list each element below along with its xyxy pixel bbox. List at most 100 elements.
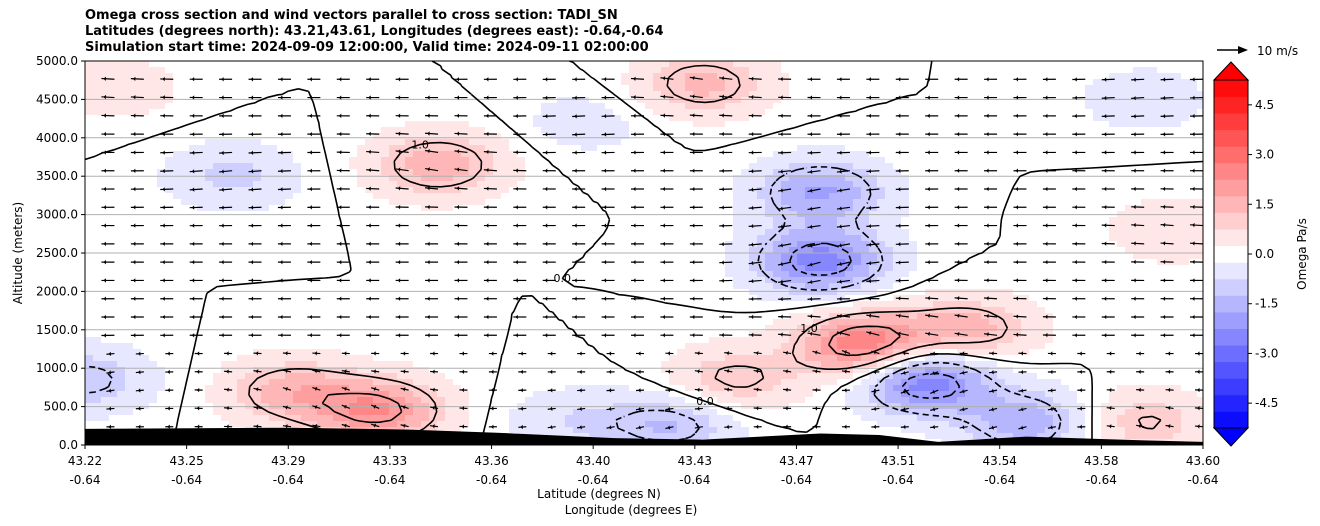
heat-cell xyxy=(85,301,94,308)
heat-cell xyxy=(693,235,702,242)
heat-cell xyxy=(509,379,518,386)
heat-cell xyxy=(533,385,542,392)
heat-cell xyxy=(373,367,382,374)
heat-cell xyxy=(493,349,502,356)
heat-cell xyxy=(109,283,118,290)
heat-cell xyxy=(525,79,534,86)
heat-cell xyxy=(357,79,366,86)
heat-cell xyxy=(589,373,598,380)
heat-cell xyxy=(237,313,246,320)
heat-cell xyxy=(101,79,110,86)
heat-cell xyxy=(701,181,710,188)
heat-cell xyxy=(541,379,550,386)
heat-cell xyxy=(93,397,102,404)
heat-cell xyxy=(549,187,558,194)
heat-cell xyxy=(117,271,126,278)
heat-cell xyxy=(197,187,206,194)
heat-cell xyxy=(173,283,182,290)
heat-cell xyxy=(229,415,238,422)
heat-cell xyxy=(357,61,366,68)
heat-cell xyxy=(445,91,454,98)
heat-cell xyxy=(317,319,326,326)
heat-cell xyxy=(237,115,246,122)
heat-cell xyxy=(349,133,358,140)
heat-cell xyxy=(277,103,286,110)
heat-cell xyxy=(581,277,590,284)
heat-cell xyxy=(85,67,94,74)
heat-cell xyxy=(485,127,494,134)
heat-cell xyxy=(93,271,102,278)
heat-cell xyxy=(109,421,118,428)
heat-cell xyxy=(333,91,342,98)
heat-cell xyxy=(677,199,686,206)
heat-cell xyxy=(597,259,606,266)
heat-cell xyxy=(373,121,382,128)
heat-cell xyxy=(101,139,110,146)
heat-cell xyxy=(653,271,662,278)
heat-cell xyxy=(309,115,318,122)
heat-cell xyxy=(621,73,630,80)
heat-cell xyxy=(589,205,598,212)
heat-cell xyxy=(685,205,694,212)
heat-cell xyxy=(365,361,374,368)
heat-cell xyxy=(589,91,598,98)
heat-cell xyxy=(541,253,550,260)
heat-cell xyxy=(501,91,510,98)
heat-cell xyxy=(261,271,270,278)
heat-cell xyxy=(565,103,574,110)
heat-cell xyxy=(301,199,310,206)
heat-cell xyxy=(701,151,710,158)
heat-cell xyxy=(325,361,334,368)
heat-cell xyxy=(693,199,702,206)
heat-cell xyxy=(453,253,462,260)
heat-cell xyxy=(165,229,174,236)
heat-cell xyxy=(477,427,486,434)
heat-cell xyxy=(141,145,150,152)
heat-cell xyxy=(141,241,150,248)
heat-cell xyxy=(357,67,366,74)
heat-cell xyxy=(269,421,278,428)
heat-cell xyxy=(221,235,230,242)
heat-cell xyxy=(525,379,534,386)
heat-cell xyxy=(205,103,214,110)
heat-cell xyxy=(493,295,502,302)
heat-cell xyxy=(621,103,630,110)
heat-cell xyxy=(173,133,182,140)
heat-cell xyxy=(85,349,94,356)
heat-cell xyxy=(661,85,670,92)
heat-cell xyxy=(93,253,102,260)
heat-cell xyxy=(525,343,534,350)
heat-cell xyxy=(653,91,662,98)
heat-cell xyxy=(405,139,414,146)
heat-cell xyxy=(485,343,494,350)
heat-cell xyxy=(541,283,550,290)
heat-cell xyxy=(149,115,158,122)
heat-cell xyxy=(261,85,270,92)
heat-cell xyxy=(637,79,646,86)
heat-cell xyxy=(125,271,134,278)
heat-cell xyxy=(301,247,310,254)
heat-cell xyxy=(581,343,590,350)
heat-cell xyxy=(421,73,430,80)
heat-cell xyxy=(117,181,126,188)
heat-cell xyxy=(141,295,150,302)
heat-cell xyxy=(93,229,102,236)
heat-cell xyxy=(413,157,422,164)
heat-cell xyxy=(581,391,590,398)
heat-cell xyxy=(565,181,574,188)
heat-cell xyxy=(525,421,534,428)
heat-cell xyxy=(85,79,94,86)
heat-cell xyxy=(141,139,150,146)
heat-cell xyxy=(285,313,294,320)
heat-cell xyxy=(525,409,534,416)
heat-cell xyxy=(253,223,262,230)
heat-cell xyxy=(581,217,590,224)
heat-cell xyxy=(237,283,246,290)
heat-cell xyxy=(221,391,230,398)
heat-cell xyxy=(573,205,582,212)
heat-cell xyxy=(341,379,350,386)
heat-cell xyxy=(141,409,150,416)
heat-cell xyxy=(605,385,614,392)
heat-cell xyxy=(133,397,142,404)
heat-cell xyxy=(269,187,278,194)
